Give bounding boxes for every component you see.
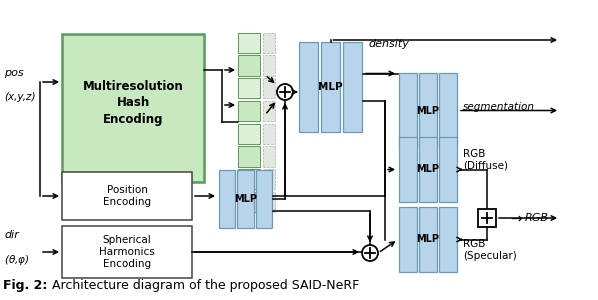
Text: ($\theta$,$\varphi$): ($\theta$,$\varphi$): [4, 253, 29, 267]
Bar: [263, 78, 275, 98]
Bar: [238, 124, 260, 144]
Text: Multiresolution
Hash
Encoding: Multiresolution Hash Encoding: [83, 80, 184, 127]
Bar: [439, 73, 457, 148]
Text: Architecture diagram of the proposed SAID-NeRF: Architecture diagram of the proposed SAI…: [52, 279, 359, 292]
Bar: [263, 146, 275, 167]
Text: MLP: MLP: [416, 164, 440, 175]
Bar: [238, 101, 260, 121]
Bar: [62, 172, 192, 220]
Bar: [219, 170, 235, 228]
Bar: [439, 207, 457, 272]
Bar: [263, 56, 275, 76]
Text: RGB: RGB: [525, 213, 549, 223]
Text: Position
Encoding: Position Encoding: [103, 185, 151, 207]
Bar: [478, 209, 496, 227]
Bar: [399, 73, 417, 148]
Text: RGB
(Specular): RGB (Specular): [463, 239, 517, 261]
Bar: [237, 170, 254, 228]
Bar: [238, 78, 260, 98]
Circle shape: [277, 84, 293, 100]
Text: MLP: MLP: [416, 106, 440, 116]
Bar: [439, 137, 457, 202]
Bar: [62, 34, 204, 182]
Bar: [263, 169, 275, 189]
Bar: [419, 73, 437, 148]
Bar: [238, 56, 260, 76]
Bar: [263, 124, 275, 144]
Bar: [256, 170, 272, 228]
Bar: [263, 33, 275, 53]
Bar: [238, 146, 260, 167]
Bar: [238, 192, 260, 212]
Bar: [343, 42, 362, 132]
Text: MLP: MLP: [416, 235, 440, 244]
Bar: [238, 169, 260, 189]
Bar: [238, 33, 260, 53]
Bar: [399, 207, 417, 272]
Text: segmentation: segmentation: [463, 102, 535, 112]
Text: MLP: MLP: [234, 194, 257, 204]
Text: RGB
(Diffuse): RGB (Diffuse): [463, 149, 508, 171]
Bar: [263, 101, 275, 121]
Text: dir: dir: [4, 230, 19, 240]
Bar: [62, 226, 192, 278]
Bar: [321, 42, 340, 132]
Text: Fig. 2:: Fig. 2:: [3, 279, 47, 292]
Text: density: density: [368, 39, 409, 49]
Text: $\rightarrow$: $\rightarrow$: [508, 211, 524, 225]
Bar: [263, 192, 275, 212]
Bar: [419, 207, 437, 272]
Text: pos: pos: [4, 68, 24, 78]
Bar: [300, 42, 318, 132]
Circle shape: [362, 245, 378, 261]
Bar: [419, 137, 437, 202]
Bar: [399, 137, 417, 202]
Text: MLP: MLP: [318, 82, 343, 92]
Text: (x,y,z): (x,y,z): [4, 92, 35, 102]
Text: Spherical
Harmonics
Encoding: Spherical Harmonics Encoding: [99, 235, 155, 269]
